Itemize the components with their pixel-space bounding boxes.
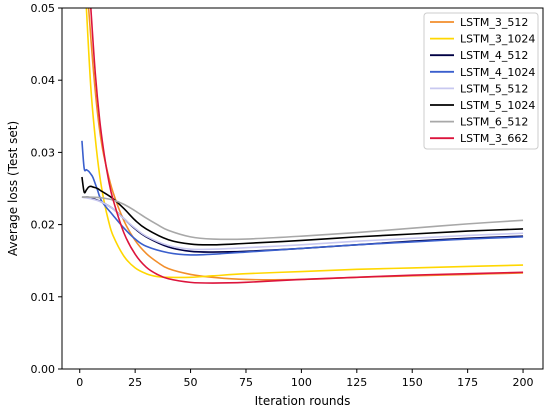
x-tick-label: 175 (457, 376, 478, 389)
x-tick-label: 150 (402, 376, 423, 389)
series-line-lstm-3-1024 (85, 8, 524, 279)
legend-label: LSTM_3_662 (460, 132, 528, 145)
series-layer (81, 8, 524, 284)
legend-label: LSTM_4_1024 (460, 66, 535, 79)
y-axis: 0.00 0.01 0.02 0.03 0.04 0.05 (31, 2, 62, 376)
x-axis-label: Iteration rounds (255, 394, 351, 408)
y-tick-label: 0.02 (31, 219, 56, 232)
y-axis-label: Average loss (Test set) (6, 121, 20, 256)
legend-label: LSTM_5_512 (460, 82, 528, 95)
x-tick-label: 200 (513, 376, 534, 389)
legend-label: LSTM_5_1024 (460, 99, 535, 112)
plot-frame (61, 7, 544, 370)
legend-label: LSTM_3_512 (460, 16, 528, 29)
legend-label: LSTM_4_512 (460, 49, 528, 62)
y-tick-label: 0.00 (31, 363, 56, 376)
y-tick-label: 0.05 (31, 2, 56, 15)
series-line-lstm-6-512 (81, 196, 524, 241)
y-tick-label: 0.03 (31, 146, 56, 159)
x-tick-label: 25 (128, 376, 142, 389)
legend: LSTM_3_512 LSTM_3_1024 LSTM_4_512 LSTM_4_10… (423, 12, 539, 150)
series-line-lstm-4-1024 (81, 140, 524, 256)
legend-label: LSTM_3_1024 (460, 33, 535, 46)
y-tick-label: 0.04 (31, 74, 56, 87)
x-tick-label: 125 (346, 376, 367, 389)
y-tick-label: 0.01 (31, 291, 56, 304)
series-line-lstm-3-662 (90, 8, 524, 284)
series-line-lstm-5-1024 (81, 176, 524, 246)
legend-label: LSTM_6_512 (460, 116, 528, 129)
series-line-lstm-5-512 (81, 196, 524, 251)
x-axis: 0 25 50 75 100 125 150 175 200 (76, 369, 534, 389)
x-tick-label: 50 (184, 376, 198, 389)
x-tick-label: 75 (239, 376, 253, 389)
x-tick-label: 0 (76, 376, 83, 389)
x-tick-label: 100 (291, 376, 312, 389)
legend-box (423, 12, 539, 150)
